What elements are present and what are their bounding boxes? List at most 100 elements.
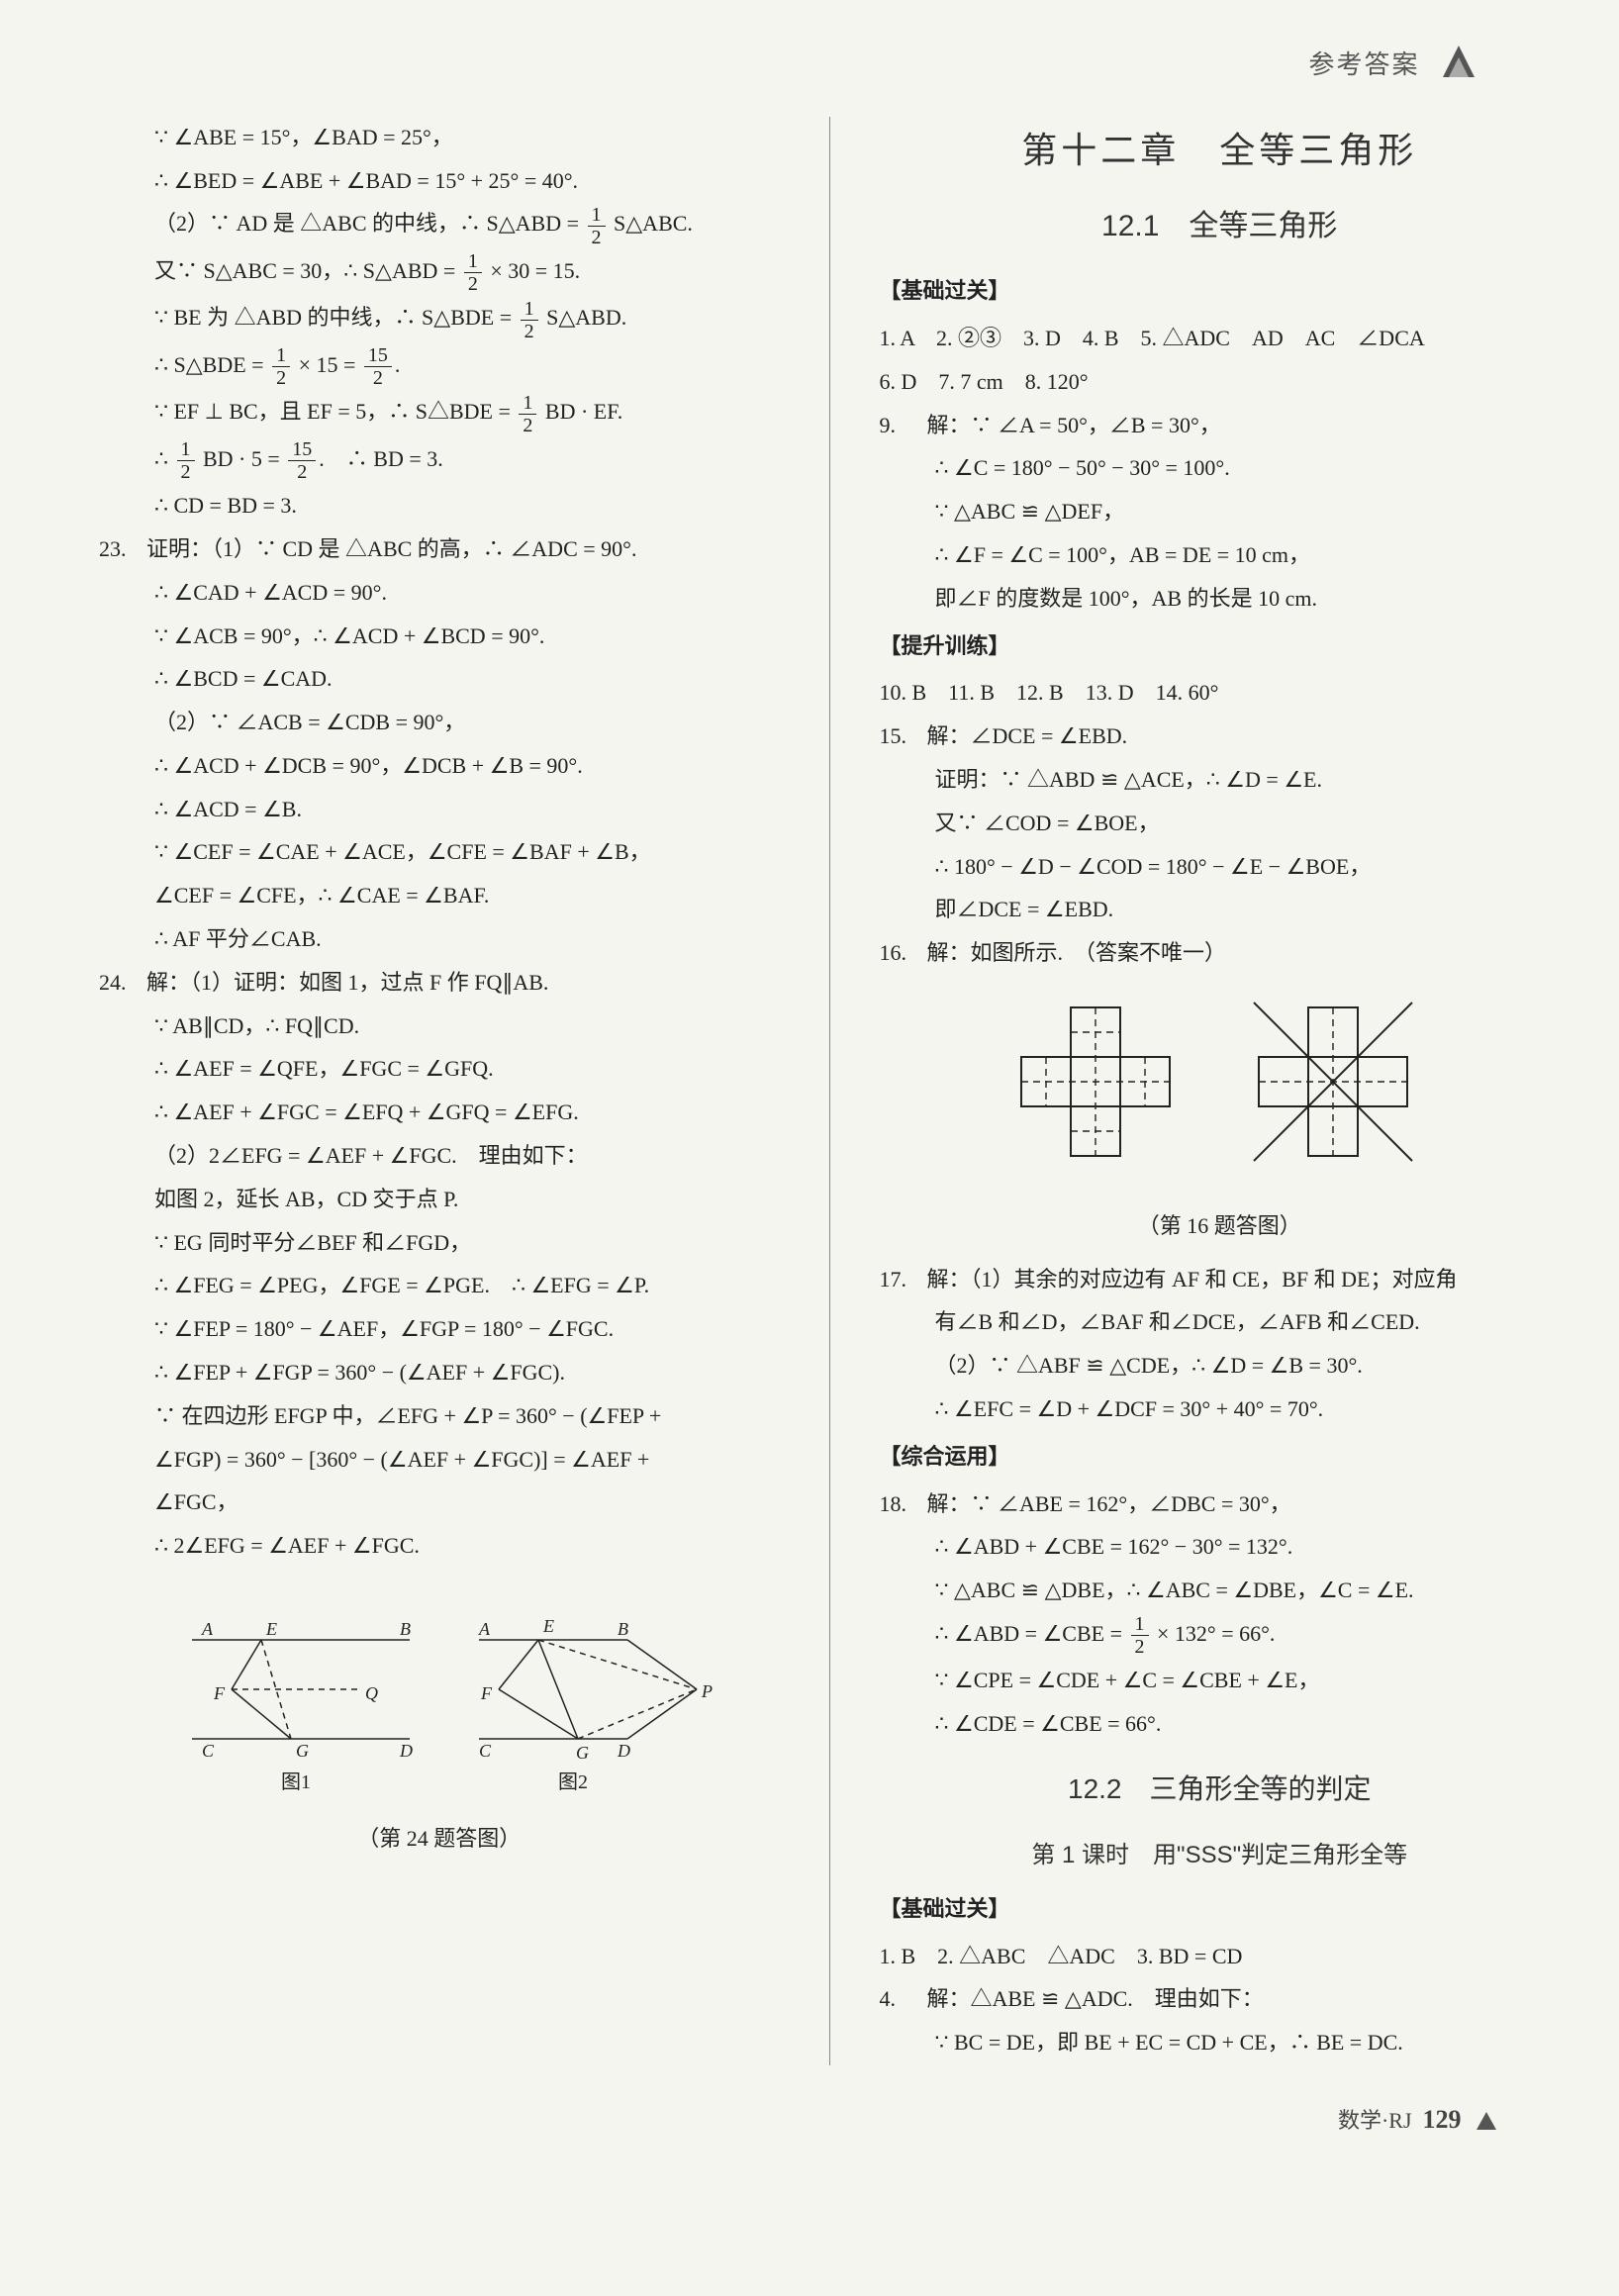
column-divider (829, 117, 830, 2065)
text-line: ∵ AB∥CD，∴ FQ∥CD. (99, 1005, 780, 1047)
text-line: 证明：∵ △ABD ≌ △ACE，∴ ∠D = ∠E. (880, 759, 1561, 801)
text-line: 10. B 11. B 12. B 13. D 14. 60° (880, 672, 1561, 714)
text-line: 即∠DCE = ∠EBD. (880, 889, 1561, 930)
text-line: ∴ ∠BED = ∠ABE + ∠BAD = 15° + 25° = 40°. (99, 160, 780, 202)
svg-text:C: C (202, 1741, 215, 1761)
text-line: ∠CEF = ∠CFE，∴ ∠CAE = ∠BAF. (99, 875, 780, 916)
svg-text:图2: 图2 (558, 1771, 588, 1793)
svg-text:E: E (265, 1619, 277, 1639)
figure-16-caption: （第 16 题答图） (880, 1205, 1561, 1247)
text-line: ∴ ∠CDE = ∠CBE = 66°. (880, 1703, 1561, 1745)
problem-number: 23. (99, 528, 146, 570)
text-line: ∴ ∠AEF + ∠FGC = ∠EFQ + ∠GFQ = ∠EFG. (99, 1092, 780, 1133)
text-line: 有∠B 和∠D，∠BAF 和∠DCE，∠AFB 和∠CED. (880, 1301, 1561, 1343)
problem-number: 9. (880, 405, 927, 446)
text-line: （2）2∠EFG = ∠AEF + ∠FGC. 理由如下： (99, 1135, 780, 1177)
text-line: ∴ 12 BD · 5 = 152. ∴ BD = 3. (99, 438, 780, 483)
problem-number: 16. (880, 932, 927, 974)
problem-number: 18. (880, 1483, 927, 1525)
svg-text:C: C (479, 1741, 492, 1761)
text-line: ∴ ∠C = 180° − 50° − 30° = 100°. (880, 447, 1561, 489)
text-line: ∴ CD = BD = 3. (99, 485, 780, 526)
left-column: ∵ ∠ABE = 15°，∠BAD = 25°， ∴ ∠BED = ∠ABE +… (99, 117, 780, 2065)
text-line: ∠FGP) = 360° − [360° − (∠AEF + ∠FGC)] = … (99, 1439, 780, 1481)
advanced-header: 【提升训练】 (880, 625, 1561, 667)
text-line: ∵ ∠CEF = ∠CAE + ∠ACE，∠CFE = ∠BAF + ∠B， (99, 831, 780, 873)
svg-text:G: G (296, 1741, 309, 1761)
text-line: ∴ 180° − ∠D − ∠COD = 180° − ∠E − ∠BOE， (880, 846, 1561, 888)
svg-text:F: F (480, 1683, 493, 1703)
text-line: 如图 2，延长 AB，CD 交于点 P. (99, 1179, 780, 1220)
footer-decor-icon (1467, 2108, 1500, 2133)
problem-17: 17.解：（1）其余的对应边有 AF 和 CE，BF 和 DE；对应角 (880, 1259, 1561, 1300)
text-line: ∴ ∠ACD + ∠DCB = 90°，∠DCB + ∠B = 90°. (99, 745, 780, 787)
svg-text:图1: 图1 (281, 1771, 311, 1793)
text-line: 1. B 2. △ABC △ADC 3. BD = CD (880, 1936, 1561, 1977)
figure-16 (880, 988, 1561, 1199)
text-line: ∵ △ABC ≌ △DBE，∴ ∠ABC = ∠DBE，∠C = ∠E. (880, 1570, 1561, 1611)
svg-text:D: D (399, 1741, 413, 1761)
svg-text:G: G (576, 1743, 589, 1763)
text-line: ∵ ∠FEP = 180° − ∠AEF，∠FGP = 180° − ∠FGC. (99, 1308, 780, 1350)
text-line: ∵ 在四边形 EFGP 中，∠EFG + ∠P = 360° − (∠FEP + (99, 1395, 780, 1437)
text-line: ∴ ∠CAD + ∠ACD = 90°. (99, 572, 780, 614)
text-line: ∵ BC = DE，即 BE + EC = CD + CE，∴ BE = DC. (880, 2022, 1561, 2063)
section-12-2-subtitle: 第 1 课时 用"SSS"判定三角形全等 (880, 1833, 1561, 1878)
chapter-title: 第十二章 全等三角形 (880, 117, 1561, 184)
header-decor-icon (1437, 40, 1480, 97)
text-line: ∵ EF ⊥ BC，且 EF = 5，∴ S△BDE = 12 BD · EF. (99, 391, 780, 435)
text-line: ∴ ∠BCD = ∠CAD. (99, 658, 780, 700)
problem-15: 15.解：∠DCE = ∠EBD. (880, 716, 1561, 757)
header-label: 参考答案 (1308, 50, 1419, 79)
basic-header: 【基础过关】 (880, 270, 1561, 312)
svg-text:F: F (213, 1683, 226, 1703)
problem-number: 4. (880, 1978, 927, 2020)
problem-9: 9.解：∵ ∠A = 50°，∠B = 30°， (880, 405, 1561, 446)
fraction: 152 (288, 438, 316, 483)
text-line: ∵ △ABC ≌ △DEF， (880, 491, 1561, 532)
text-line: ∴ ∠ABD + ∠CBE = 162° − 30° = 132°. (880, 1526, 1561, 1568)
svg-text:A: A (478, 1619, 491, 1639)
svg-text:E: E (542, 1616, 554, 1636)
svg-text:Q: Q (365, 1683, 378, 1703)
text-line: ∴ ∠AEF = ∠QFE，∠FGC = ∠GFQ. (99, 1048, 780, 1090)
svg-text:B: B (618, 1619, 628, 1639)
section-12-1-title: 12.1 全等三角形 (880, 198, 1561, 254)
text-line: 又∵ ∠COD = ∠BOE， (880, 803, 1561, 844)
svg-text:A: A (201, 1619, 214, 1639)
basic-header-2: 【基础过关】 (880, 1888, 1561, 1930)
problem-16: 16.解：如图所示. （答案不唯一） (880, 932, 1561, 974)
text-line: 1. A 2. ②③ 3. D 4. B 5. △ADC AD AC ∠DCA (880, 318, 1561, 359)
text-line: 又∵ S△ABC = 30，∴ S△ABD = 12 × 30 = 15. (99, 250, 780, 295)
svg-text:D: D (617, 1741, 630, 1761)
problem-number: 17. (880, 1259, 927, 1300)
text-line: 即∠F 的度数是 100°，AB 的长是 10 cm. (880, 578, 1561, 620)
text-line: ∴ ∠EFC = ∠D + ∠DCF = 30° + 40° = 70°. (880, 1388, 1561, 1430)
text-line: ∵ ∠ACB = 90°，∴ ∠ACD + ∠BCD = 90°. (99, 616, 780, 657)
fraction: 12 (272, 344, 290, 389)
text-line: （2）∵ ∠ACB = ∠CDB = 90°， (99, 702, 780, 743)
right-column: 第十二章 全等三角形 12.1 全等三角形 【基础过关】 1. A 2. ②③ … (880, 117, 1561, 2065)
text-line: ∵ BE 为 △ABD 的中线，∴ S△BDE = 12 S△ABD. (99, 297, 780, 341)
fraction: 12 (519, 392, 536, 436)
problem-24: 24.解：（1）证明：如图 1，过点 F 作 FQ∥AB. (99, 962, 780, 1004)
text-line: 6. D 7. 7 cm 8. 120° (880, 361, 1561, 403)
fraction: 152 (364, 344, 392, 389)
figure-24-caption: （第 24 题答图） (99, 1818, 780, 1860)
fraction: 12 (521, 298, 538, 342)
text-line: ∴ AF 平分∠CAB. (99, 918, 780, 960)
text-line: ∵ ∠ABE = 15°，∠BAD = 25°， (99, 117, 780, 158)
content-columns: ∵ ∠ABE = 15°，∠BAD = 25°， ∴ ∠BED = ∠ABE +… (99, 117, 1560, 2065)
text-line: ∵ ∠CPE = ∠CDE + ∠C = ∠CBE + ∠E， (880, 1660, 1561, 1701)
footer-subject: 数学·RJ (1338, 2108, 1412, 2133)
problem-4: 4.解：△ABE ≌ △ADC. 理由如下： (880, 1978, 1561, 2020)
text-line: ∴ ∠ABD = ∠CBE = 12 × 132° = 66°. (880, 1613, 1561, 1658)
text-line: ∴ ∠FEP + ∠FGP = 360° − (∠AEF + ∠FGC). (99, 1352, 780, 1393)
fraction: 12 (1131, 1613, 1149, 1658)
page-header: 参考答案 (99, 40, 1560, 97)
text-line: ∴ S△BDE = 12 × 15 = 152. (99, 344, 780, 389)
page-footer: 数学·RJ 129 (99, 2095, 1560, 2144)
fraction: 12 (588, 204, 606, 248)
svg-text:B: B (400, 1619, 411, 1639)
text-line: ∴ ∠F = ∠C = 100°，AB = DE = 10 cm， (880, 534, 1561, 576)
